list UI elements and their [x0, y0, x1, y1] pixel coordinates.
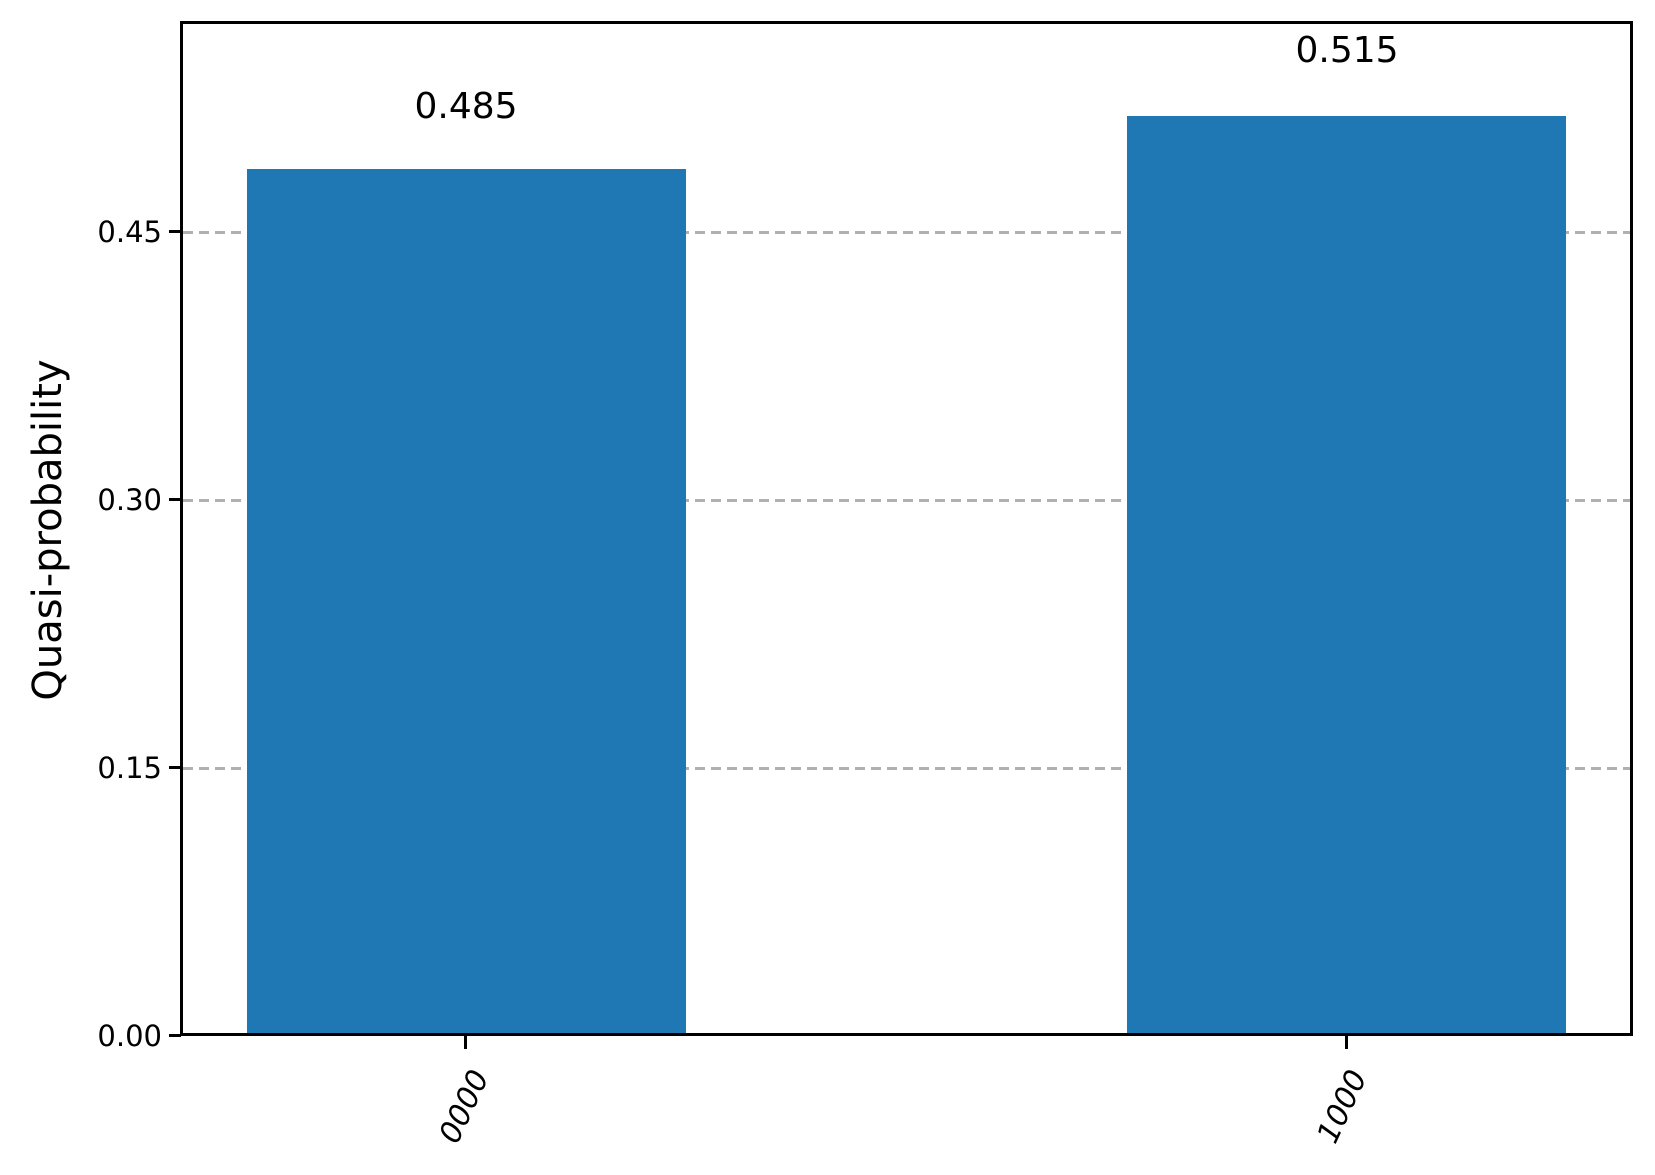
y-tick-mark: [169, 230, 181, 233]
y-tick-label-0.30: 0.30: [97, 483, 162, 517]
grid-line-0.15: [183, 767, 1630, 770]
grid-line-0.30: [183, 499, 1630, 502]
x-tick-mark: [1345, 1036, 1348, 1049]
bar-value-label-0000: 0.485: [414, 86, 518, 127]
grid-line-0.45: [183, 231, 1630, 234]
y-tick-label-0.00: 0.00: [97, 1019, 162, 1053]
bar-1000: [1127, 116, 1566, 1033]
y-tick-mark: [169, 498, 181, 501]
y-tick-mark: [169, 766, 181, 769]
y-tick-mark: [169, 1034, 181, 1037]
y-tick-label-0.45: 0.45: [97, 215, 162, 249]
bar-value-label-1000: 0.515: [1295, 30, 1399, 71]
plot-area: 0.485 0.515: [180, 21, 1633, 1036]
x-tick-mark: [464, 1036, 467, 1049]
y-axis-label: Quasi-probability: [25, 359, 71, 701]
x-tick-label-0000: 0000: [432, 1064, 497, 1149]
x-tick-label-1000: 1000: [1310, 1064, 1375, 1149]
y-tick-label-0.15: 0.15: [97, 751, 162, 785]
bar-0000: [247, 169, 686, 1033]
